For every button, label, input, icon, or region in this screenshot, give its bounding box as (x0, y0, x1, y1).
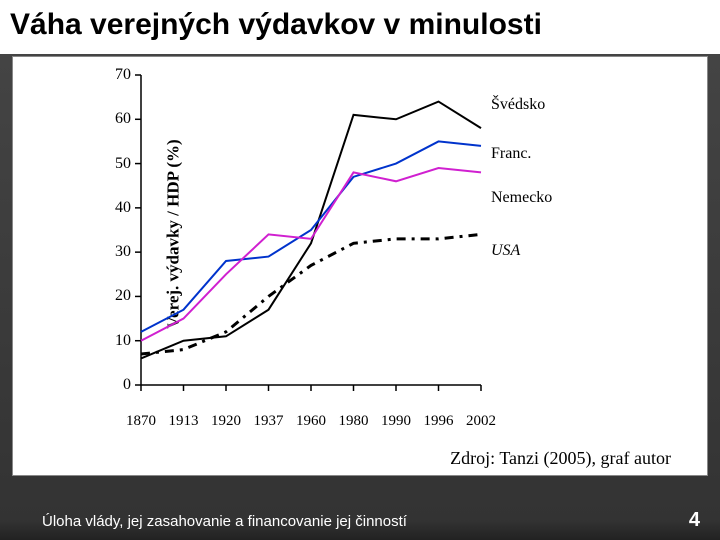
chart-frame: Verej. výdavky / HDP (%) 010203040506070… (12, 56, 708, 476)
y-tick: 60 (115, 110, 131, 128)
series-line (141, 234, 481, 354)
x-tick: 1913 (169, 413, 199, 430)
page-number: 4 (689, 509, 700, 532)
x-tick: 1996 (424, 413, 454, 430)
x-tick: 1937 (254, 413, 284, 430)
series-line (141, 168, 481, 341)
x-tick: 1920 (211, 413, 241, 430)
y-tick: 0 (123, 376, 131, 394)
page-title: Váha verejných výdavkov v minulosti (10, 8, 542, 42)
x-tick: 1990 (381, 413, 411, 430)
series-label: USA (491, 242, 520, 260)
y-tick: 20 (115, 287, 131, 305)
chart: Verej. výdavky / HDP (%) 010203040506070… (141, 75, 556, 405)
y-tick: 70 (115, 66, 131, 84)
footer-text: Úloha vlády, jej zasahovanie a financova… (42, 513, 407, 530)
x-tick: 2002 (466, 413, 496, 430)
chart-svg (141, 75, 481, 385)
series-label: Franc. (491, 145, 531, 163)
source-citation: Zdroj: Tanzi (2005), graf autor (450, 448, 671, 469)
y-tick: 50 (115, 155, 131, 173)
x-tick: 1960 (296, 413, 326, 430)
x-tick: 1980 (339, 413, 369, 430)
y-tick: 30 (115, 243, 131, 261)
x-tick: 1870 (126, 413, 156, 430)
slide: Váha verejných výdavkov v minulosti Vere… (0, 0, 720, 540)
y-tick: 40 (115, 199, 131, 217)
series-label: Nemecko (491, 189, 552, 207)
y-tick: 10 (115, 332, 131, 350)
series-label: Švédsko (491, 96, 545, 114)
